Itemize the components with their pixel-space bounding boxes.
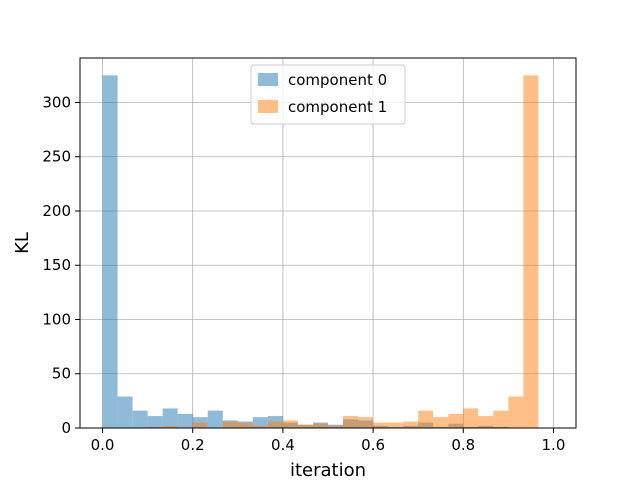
x-tick-label: 1.0 (542, 436, 566, 454)
legend-label-component-1: component 1 (288, 98, 387, 116)
x-tick-label: 0.4 (271, 436, 295, 454)
histogram-bar (433, 417, 449, 428)
histogram-bar (493, 410, 509, 428)
histogram-bar (358, 417, 374, 428)
legend-label-component-0: component 0 (288, 71, 387, 89)
x-tick-label: 0.6 (361, 436, 385, 454)
histogram-bar (147, 426, 163, 428)
y-tick-label: 300 (42, 93, 71, 111)
histogram-bar (237, 422, 253, 428)
x-tick-labels: 0.0 0.2 0.4 0.6 0.8 1.0 (91, 436, 566, 454)
x-axis-label: iteration (290, 460, 366, 480)
histogram-bar (418, 410, 434, 428)
histogram-bar (523, 75, 539, 428)
histogram-bar (343, 416, 359, 428)
y-tick-label: 100 (42, 310, 71, 328)
legend-box (250, 64, 406, 125)
y-tick-label: 50 (52, 365, 71, 383)
plot-frame (79, 57, 577, 429)
tick-marks (75, 101, 554, 433)
histogram-bar (147, 416, 163, 428)
histogram-bar (162, 425, 178, 428)
histogram-bar (282, 420, 298, 428)
histogram-bar (297, 424, 313, 428)
y-tick-label: 250 (42, 148, 71, 166)
y-tick-labels: 0 50 100 150 200 250 300 (42, 93, 71, 437)
histogram-bar (312, 423, 328, 428)
legend-swatch-component-0 (258, 73, 278, 86)
legend-swatch-component-1 (258, 100, 278, 113)
histogram-bar (328, 425, 344, 428)
y-tick-label: 200 (42, 202, 71, 220)
histogram-bar (388, 422, 404, 428)
histogram-bar (192, 422, 208, 428)
x-tick-label: 0.2 (181, 436, 205, 454)
histogram-bar (478, 416, 494, 428)
histogram-bar (162, 408, 178, 428)
histogram-bar (508, 396, 524, 428)
histogram-bar (373, 422, 389, 428)
x-tick-label: 0.8 (451, 436, 475, 454)
x-tick-label: 0.0 (91, 436, 115, 454)
histogram-bar (267, 421, 283, 428)
histogram-bar (117, 396, 133, 428)
histogram-bar (252, 417, 268, 428)
y-tick-label: 0 (61, 419, 71, 437)
bars (102, 75, 539, 428)
legend: component 0 component 1 (250, 64, 406, 125)
y-tick-label: 150 (42, 256, 71, 274)
histogram-bar (252, 425, 268, 428)
series-component-1 (147, 75, 539, 428)
y-axis-label: KL (12, 232, 33, 254)
histogram-bar (207, 410, 223, 428)
histogram-bar (403, 421, 419, 428)
histogram-bar (463, 408, 479, 428)
histogram-bar (177, 413, 193, 428)
histogram-bar (102, 75, 118, 428)
histogram-bar (222, 421, 238, 428)
histogram-bar (448, 413, 464, 428)
histogram-bar (132, 410, 148, 428)
